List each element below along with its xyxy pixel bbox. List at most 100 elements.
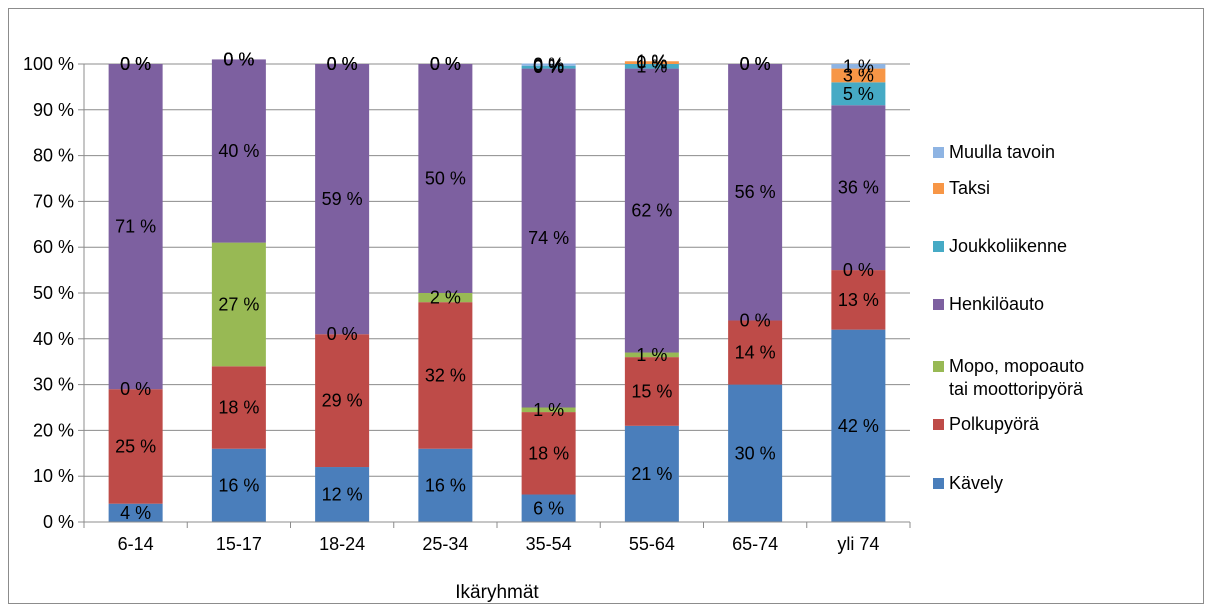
y-tick-label: 80 % (33, 146, 74, 166)
data-label: 1 % (636, 56, 667, 76)
data-label: 12 % (322, 485, 363, 505)
data-label: 0 % (223, 49, 254, 69)
bar-segment (624, 425, 679, 522)
y-tick-label: 50 % (33, 283, 74, 303)
bar-segment (624, 352, 679, 358)
bar-segment (831, 82, 886, 106)
bar-segment (521, 63, 576, 66)
bar-segment (211, 448, 266, 522)
y-tick-label: 20 % (33, 420, 74, 440)
bar-segment (108, 389, 163, 504)
data-label: 25 % (115, 436, 156, 456)
bar-segment (831, 270, 886, 330)
bar-segment (211, 366, 266, 449)
bar-segment (315, 64, 370, 335)
legend-swatch (933, 147, 944, 158)
data-label: 71 % (115, 217, 156, 237)
legend-swatch (933, 241, 944, 252)
data-label: 40 % (218, 141, 259, 161)
data-label: 32 % (425, 365, 466, 385)
data-label: 0 % (430, 54, 461, 74)
data-label: 18 % (528, 443, 569, 463)
legend-swatch (933, 419, 944, 430)
data-label: 29 % (322, 391, 363, 411)
data-label: 0 % (740, 54, 771, 74)
legend-label: Taksi (949, 178, 990, 198)
data-label: 0 % (327, 54, 358, 74)
x-tick-label: 6-14 (118, 534, 154, 554)
bar-segment (315, 467, 370, 522)
legend-swatch (933, 361, 944, 372)
data-label: 1 % (843, 56, 874, 76)
bar-segment (418, 64, 473, 293)
x-tick-label: 35-54 (526, 534, 572, 554)
data-label: 0 % (430, 54, 461, 74)
legend-label: Kävely (949, 473, 1003, 493)
y-tick-label: 10 % (33, 466, 74, 486)
data-label: 6 % (533, 498, 564, 518)
bar-segment (211, 242, 266, 367)
y-tick-label: 100 % (23, 54, 74, 74)
bar-segment (521, 494, 576, 522)
bar-segment (624, 64, 679, 69)
bar-segment (211, 59, 266, 243)
data-label: 59 % (322, 189, 363, 209)
data-label: 27 % (218, 294, 259, 314)
data-label: 0 % (533, 57, 564, 77)
y-tick-label: 60 % (33, 237, 74, 257)
data-label: 1 % (533, 400, 564, 420)
x-axis-title: Ikäryhmät (455, 582, 539, 603)
data-label: 56 % (735, 182, 776, 202)
bar-segment (624, 61, 679, 64)
data-label: 42 % (838, 416, 879, 436)
data-label: 0 % (740, 310, 771, 330)
x-tick-label: 15-17 (216, 534, 262, 554)
data-label: 0 % (120, 54, 151, 74)
legend-swatch (933, 183, 944, 194)
bar-segment (831, 64, 886, 69)
data-label: 74 % (528, 228, 569, 248)
legend-label: Mopo, mopoauto (949, 356, 1084, 376)
legend-swatch (933, 299, 944, 310)
data-label: 3 % (843, 65, 874, 85)
data-label: 50 % (425, 169, 466, 189)
data-label: 0 % (223, 49, 254, 69)
chart-frame (8, 8, 1204, 604)
data-label: 15 % (631, 381, 672, 401)
legend: Muulla tavoin Taksi Joukkoliikenne Henkilöa… (933, 142, 1084, 493)
data-label: 0 % (740, 54, 771, 74)
legend-label: Joukkoliikenne (949, 236, 1067, 256)
bar-segment (624, 357, 679, 426)
bar-segment (418, 293, 473, 303)
legend-label: Henkilöauto (949, 294, 1044, 314)
legend-label: tai moottoripyörä (949, 379, 1084, 399)
y-tick-label: 70 % (33, 191, 74, 211)
bar-segment (521, 407, 576, 413)
x-tick-label: 65-74 (732, 534, 778, 554)
y-tick-label: 90 % (33, 100, 74, 120)
bar-segment (831, 329, 886, 522)
data-label: 13 % (838, 290, 879, 310)
data-label: 1 % (636, 345, 667, 365)
x-tick-label: 55-64 (629, 534, 675, 554)
bar-segment (728, 384, 783, 522)
data-label: 21 % (631, 464, 672, 484)
bar-segment (108, 64, 163, 390)
bar-segment (418, 302, 473, 449)
legend-label: Muulla tavoin (949, 142, 1055, 162)
legend-label: Polkupyörä (949, 414, 1040, 434)
bar-segment (728, 320, 783, 385)
bar-segment (521, 412, 576, 495)
data-label: 0 % (843, 260, 874, 280)
bar-segment (108, 503, 163, 522)
data-label: 62 % (631, 201, 672, 221)
data-label: 0 % (636, 53, 667, 73)
data-label: 0 % (533, 56, 564, 76)
bar-segment (831, 68, 886, 83)
x-tick-label: 18-24 (319, 534, 365, 554)
legend-swatch (933, 478, 944, 489)
data-label: 0 % (327, 54, 358, 74)
x-tick-label: 25-34 (422, 534, 468, 554)
data-label: 0 % (120, 54, 151, 74)
